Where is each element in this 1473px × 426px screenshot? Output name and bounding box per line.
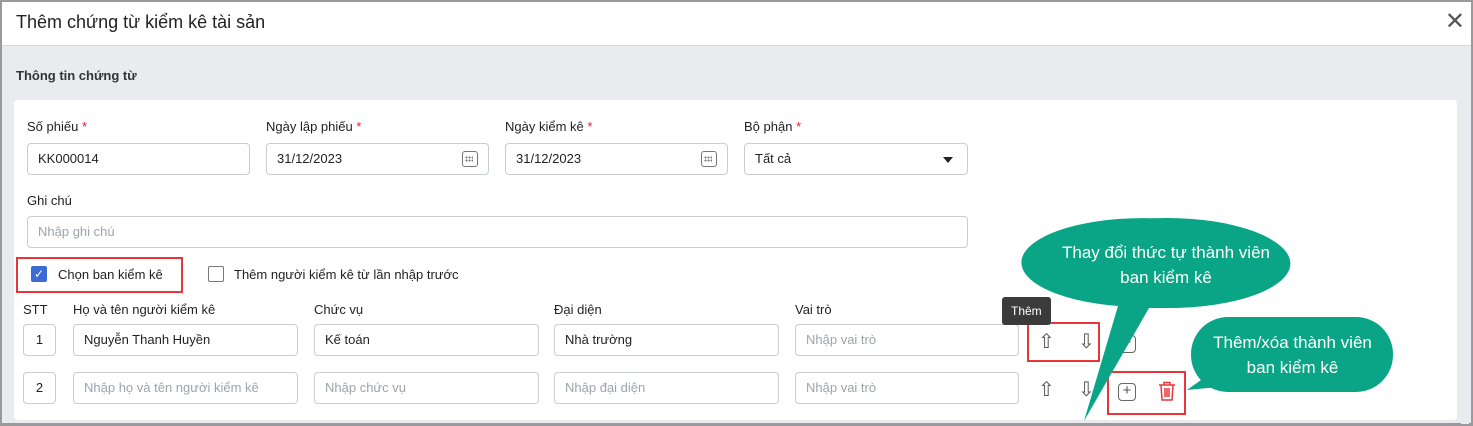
arrow-up-icon[interactable]: ⇧ <box>1038 331 1055 353</box>
ngay-kiem-ke-label: Ngày kiểm kê * <box>505 119 593 134</box>
dai-dien-input[interactable]: Nhà trường <box>554 324 779 356</box>
callout-bubble-add-remove-body <box>1191 317 1393 392</box>
dialog-title: Thêm chứng từ kiểm kê tài sản <box>16 12 266 32</box>
ghi-chu-input[interactable]: Nhập ghi chú <box>27 216 968 248</box>
chon-ban-checkbox[interactable]: ✓ <box>31 266 47 282</box>
trash-icon[interactable] <box>1158 381 1176 401</box>
ho-ten-input[interactable]: Nguyễn Thanh Huyền <box>73 324 298 356</box>
them-nguoi-label: Thêm người kiểm kê từ lần nhập trước <box>234 267 459 282</box>
them-nguoi-checkbox[interactable] <box>208 266 224 282</box>
ho-ten-input[interactable]: Nhập họ và tên người kiểm kê <box>73 372 298 404</box>
section-title: Thông tin chứng từ <box>16 68 137 83</box>
callout-reorder-text: Thay đổi thức tự thành viên ban kiểm kê <box>1062 243 1270 287</box>
highlight-box <box>1107 371 1186 415</box>
so-phieu-label: Số phiếu * <box>27 119 88 134</box>
header-stt: STT <box>23 302 48 317</box>
vai-tro-input[interactable]: Nhập vai trò <box>795 372 1019 404</box>
arrow-down-icon[interactable]: ⇩ <box>1078 331 1095 353</box>
ngay-lap-label: Ngày lập phiếu * <box>266 119 362 134</box>
highlight-box <box>1027 322 1100 362</box>
header-ho-ten: Họ và tên người kiểm kê <box>73 302 216 317</box>
chon-ban-label: Chọn ban kiểm kê <box>58 267 163 282</box>
add-icon[interactable]: + <box>1118 383 1136 401</box>
dialog-header: Thêm chứng từ kiểm kê tài sản ✕ <box>2 2 1471 46</box>
dai-dien-input[interactable]: Nhập đại diện <box>554 372 779 404</box>
header-chuc-vu: Chức vụ <box>314 302 364 317</box>
so-phieu-input[interactable]: KK000014 <box>27 143 250 175</box>
header-vai-tro: Vai trò <box>795 302 832 317</box>
ghi-chu-label: Ghi chú <box>27 193 72 208</box>
arrow-up-icon[interactable]: ⇧ <box>1038 379 1055 401</box>
scrollbar[interactable] <box>1461 46 1469 424</box>
vai-tro-input[interactable]: Nhập vai trò <box>795 324 1019 356</box>
callout-add-remove-text: Thêm/xóa thành viên ban kiểm kê <box>1213 333 1372 377</box>
chevron-down-icon <box>943 157 953 168</box>
chuc-vu-input[interactable]: Kế toán <box>314 324 539 356</box>
highlight-box <box>16 257 183 293</box>
row-stt: 1 <box>23 324 56 356</box>
tooltip: Thêm <box>1002 297 1051 325</box>
arrow-down-icon[interactable]: ⇩ <box>1078 379 1095 401</box>
row-stt: 2 <box>23 372 56 404</box>
ngay-lap-input[interactable]: 31/12/2023 <box>266 143 489 175</box>
bo-phan-select[interactable]: Tất cả <box>744 143 968 175</box>
ngay-kiem-ke-input[interactable]: 31/12/2023 <box>505 143 728 175</box>
close-icon[interactable]: ✕ <box>1444 8 1465 35</box>
bo-phan-label: Bộ phận * <box>744 119 802 134</box>
header-dai-dien: Đại diện <box>554 302 602 317</box>
calendar-icon[interactable] <box>462 151 478 167</box>
chuc-vu-input[interactable]: Nhập chức vụ <box>314 372 539 404</box>
callout-bubble-reorder-body <box>1045 218 1289 308</box>
calendar-icon[interactable] <box>701 151 717 167</box>
